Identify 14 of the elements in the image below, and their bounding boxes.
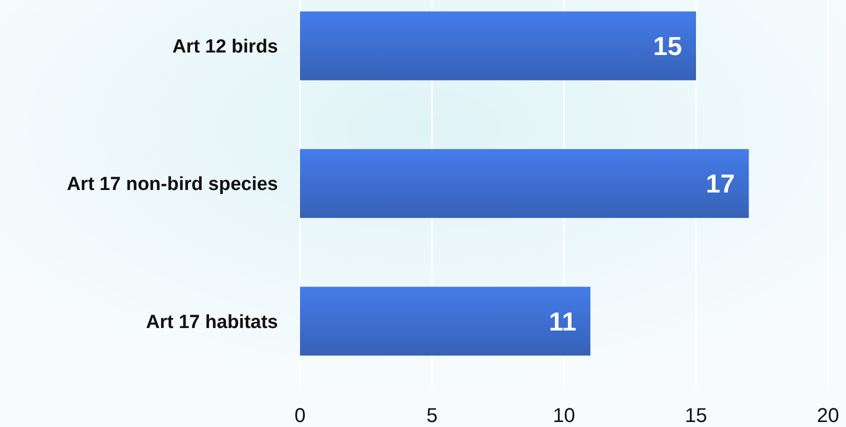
y-tick-label: Art 17 habitats (146, 312, 278, 333)
data-label: 15 (653, 30, 682, 61)
data-label: 17 (706, 168, 735, 199)
y-tick-label: Art 17 non-bird species (66, 174, 278, 196)
x-tick-label: 5 (426, 405, 438, 427)
bar (300, 149, 749, 218)
bar (300, 286, 590, 356)
x-tick-label: 10 (552, 405, 576, 427)
x-tick-label: 0 (294, 405, 306, 427)
bar (300, 11, 696, 80)
x-tick-label: 20 (816, 405, 840, 427)
y-tick-label: Art 12 birds (172, 36, 278, 58)
data-label: 11 (548, 306, 576, 336)
x-tick-label: 15 (684, 405, 708, 427)
